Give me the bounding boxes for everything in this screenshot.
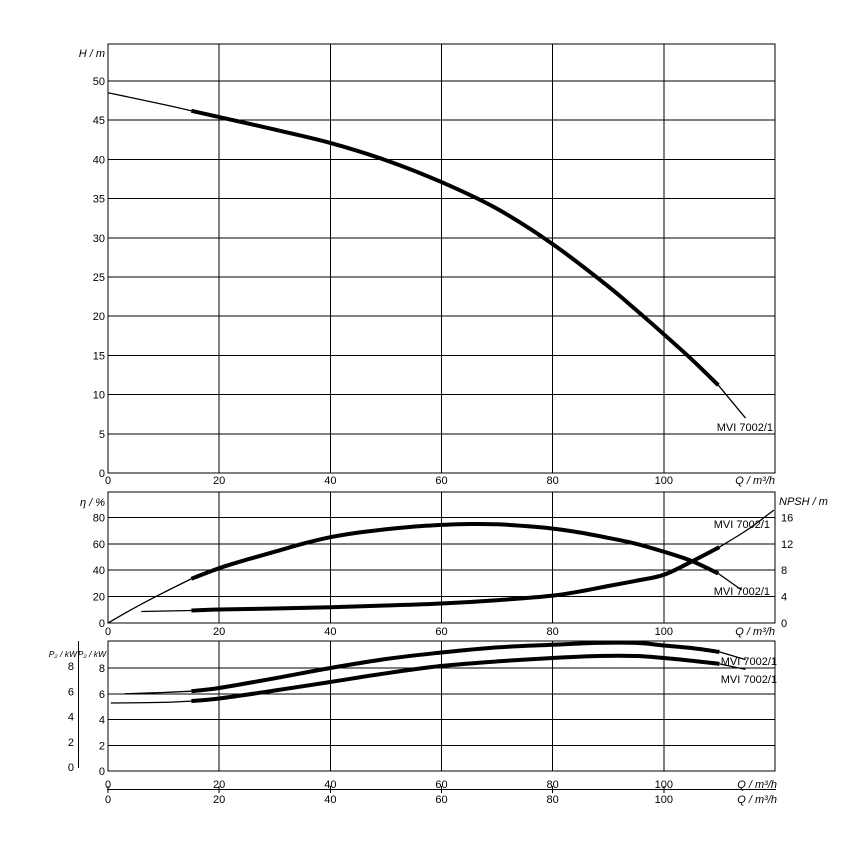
y-tick-label-left: 0 xyxy=(99,618,105,630)
y-tick-label: 25 xyxy=(93,272,105,284)
x-tick-label-row2: 60 xyxy=(435,794,447,806)
x-tick-label-row1: 100 xyxy=(655,779,673,791)
y-tick-label-inner: 4 xyxy=(99,715,105,727)
x-tick-label: 80 xyxy=(547,626,559,638)
y-tick-label-outer: 4 xyxy=(68,712,74,724)
head-curve-thin-segment xyxy=(107,92,192,112)
x-axis-title-row2: Q / m³/h xyxy=(737,794,777,806)
power-curve-lower-thin-segment xyxy=(110,700,192,704)
efficiency-npsh-chart: 0 20 40 60 80 0 4 8 12 16 0 20 40 60 80 100 η / % NPSH / … xyxy=(80,491,828,638)
efficiency-curve-thick-segment xyxy=(190,521,720,581)
head-curve-thick-segment xyxy=(190,108,720,387)
y-axis-title: H / m xyxy=(79,48,105,60)
y-tick-label-right: 8 xyxy=(781,565,787,577)
y-tick-label-inner: 0 xyxy=(99,766,105,778)
y-tick-label-inner: 8 xyxy=(99,663,105,675)
x-tick-label-row1: 20 xyxy=(213,779,225,791)
y-tick-label: 5 xyxy=(99,429,105,441)
x-tick-label-row1: 60 xyxy=(435,779,447,791)
x-tick-label: 100 xyxy=(655,475,673,487)
y-tick-label: 20 xyxy=(93,311,105,323)
power-chart: 0 2 4 6 8 P₂ / kW 0 2 4 6 8 P₂ / kW MVI 7002/1 MVI 70… xyxy=(49,640,777,806)
y-axis-title-left: η / % xyxy=(80,497,105,509)
y-tick-label-right: 0 xyxy=(781,618,787,630)
y-tick-label-inner: 6 xyxy=(99,689,105,701)
power-curve-upper-thick-segment xyxy=(191,640,720,694)
curve-label-power-lower: MVI 7002/1 xyxy=(721,674,777,686)
y-tick-label-outer: 0 xyxy=(68,762,74,774)
y-tick-label: 0 xyxy=(99,468,105,480)
x-tick-label: 80 xyxy=(547,475,559,487)
x-tick-label-row2: 80 xyxy=(547,794,559,806)
y-tick-label: 40 xyxy=(93,154,105,166)
curve-label-npsh: MVI 7002/1 xyxy=(714,519,770,531)
x-axis-title: Q / m³/h xyxy=(735,626,775,638)
x-axis-title: Q / m³/h xyxy=(735,475,775,487)
x-tick-label-row1: 80 xyxy=(547,779,559,791)
y-tick-label-left: 40 xyxy=(93,565,105,577)
y-tick-label: 10 xyxy=(93,390,105,402)
power-curve-upper-thin-segment xyxy=(719,651,746,661)
x-tick-label: 20 xyxy=(213,626,225,638)
head-chart: 0 5 10 15 20 25 30 35 40 45 50 0 20 40 60 80 100 H / m Q /… xyxy=(79,43,776,487)
y-tick-label-outer: 2 xyxy=(68,737,74,749)
x-tick-label-row2: 40 xyxy=(324,794,336,806)
x-tick-label-row1: 40 xyxy=(324,779,336,791)
y-tick-label: 35 xyxy=(93,194,105,206)
y-tick-label: 50 xyxy=(93,76,105,88)
y-tick-label: 15 xyxy=(93,350,105,362)
curve-label-efficiency: MVI 7002/1 xyxy=(714,586,770,598)
x-tick-label: 20 xyxy=(213,475,225,487)
npsh-curve-thin-segment xyxy=(719,509,775,548)
npsh-curve-thin-segment xyxy=(141,609,192,613)
x-tick-label: 60 xyxy=(435,475,447,487)
y-axis-title-right: NPSH / m xyxy=(779,496,828,508)
x-tick-label: 100 xyxy=(655,626,673,638)
x-tick-label: 0 xyxy=(105,626,111,638)
y-tick-label-right: 16 xyxy=(781,512,793,524)
x-tick-label-row2: 20 xyxy=(213,794,225,806)
y-tick-label-right: 4 xyxy=(781,592,787,604)
x-tick-label-row2: 100 xyxy=(655,794,673,806)
x-tick-label: 40 xyxy=(324,626,336,638)
x-tick-label: 0 xyxy=(105,475,111,487)
y-tick-label-inner: 2 xyxy=(99,740,105,752)
x-tick-label: 60 xyxy=(435,626,447,638)
x-axis-title-row1: Q / m³/h xyxy=(737,779,777,791)
y-axis-title-outer: P₂ / kW xyxy=(49,649,78,659)
curve-label-power-upper: MVI 7002/1 xyxy=(721,656,777,668)
efficiency-curve-thin-segment xyxy=(107,578,192,624)
y-axis-title-inner: P₂ / kW xyxy=(78,649,107,659)
curve-label-head: MVI 7002/1 xyxy=(717,422,773,434)
y-tick-label: 45 xyxy=(93,115,105,127)
power-curve-lower-thick-segment xyxy=(191,653,720,704)
efficiency-curve-thin-segment xyxy=(717,572,742,591)
power-curve-lower-thin-segment xyxy=(719,663,746,671)
npsh-curve-thick-segment xyxy=(191,545,721,613)
x-tick-label: 40 xyxy=(324,475,336,487)
x-tick-label-row2: 0 xyxy=(105,794,111,806)
power-curve-upper-thin-segment xyxy=(124,690,192,695)
y-tick-label: 30 xyxy=(93,233,105,245)
y-tick-label-right: 12 xyxy=(781,539,793,551)
y-tick-label-left: 60 xyxy=(93,539,105,551)
y-tick-label-left: 20 xyxy=(93,592,105,604)
y-tick-label-outer: 6 xyxy=(68,686,74,698)
head-curve-thin-segment xyxy=(717,384,747,419)
y-tick-label-left: 80 xyxy=(93,512,105,524)
y-tick-label-outer: 8 xyxy=(68,661,74,673)
x-tick-label-row1: 0 xyxy=(105,779,111,791)
